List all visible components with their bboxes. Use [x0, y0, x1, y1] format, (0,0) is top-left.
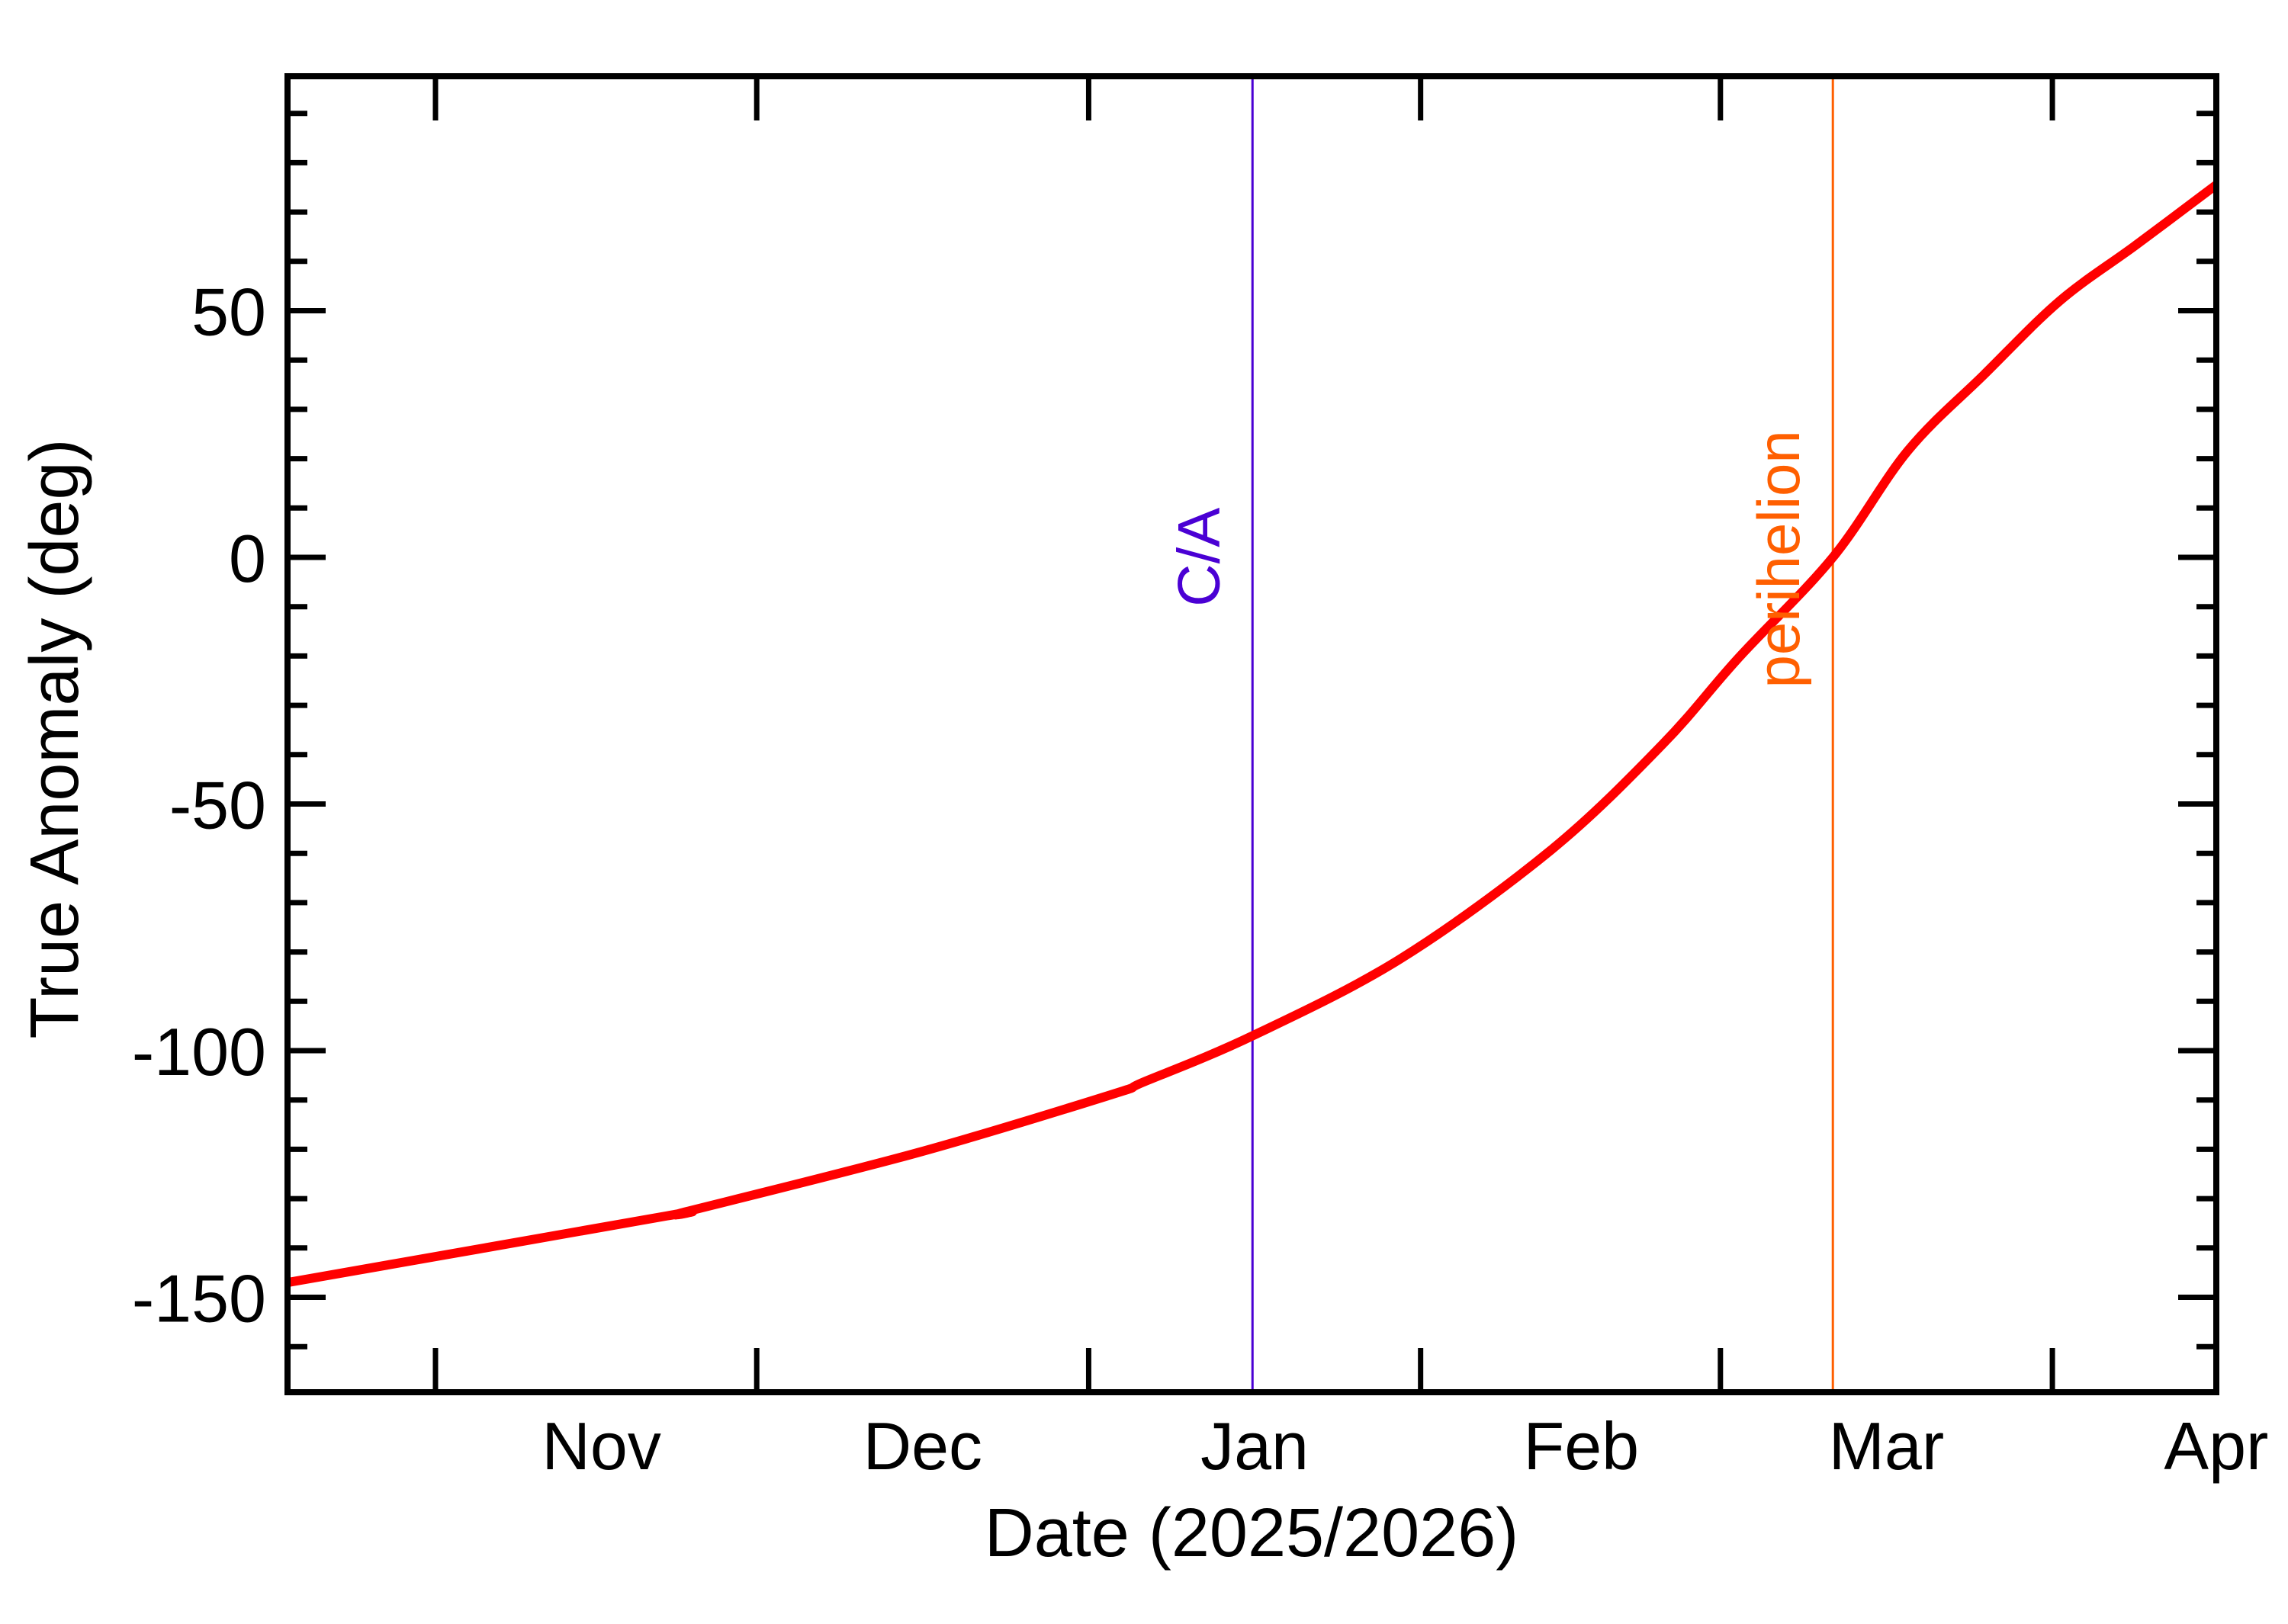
- true-anomaly-curve: [287, 181, 2219, 1287]
- event-label-ca: C/A: [1165, 508, 1232, 607]
- y-tick-label: -50: [169, 768, 266, 843]
- event-marker-labels: C/A perihelion: [1165, 430, 1812, 688]
- x-tick-label: Feb: [1523, 1408, 1639, 1484]
- data-series: [287, 181, 2219, 1287]
- y-tick-label: 50: [191, 274, 266, 350]
- y-tick-label: -100: [132, 1014, 266, 1090]
- plot-frame: [284, 73, 2219, 1395]
- event-markers: [1251, 76, 1834, 1392]
- x-tick-label: Jan: [1200, 1408, 1309, 1484]
- y-tick-label: 0: [229, 521, 266, 596]
- y-tick-label: -150: [132, 1261, 266, 1337]
- x-tick-label: Mar: [1829, 1408, 1945, 1484]
- event-label-perihelion: perihelion: [1745, 430, 1812, 688]
- axis-labels: Date (2025/2026) True Anomaly (deg): [17, 438, 1518, 1571]
- x-tick-label: Dec: [863, 1408, 983, 1484]
- x-axis-title: Date (2025/2026): [985, 1495, 1519, 1571]
- x-tick-label: Nov: [541, 1408, 661, 1484]
- y-axis-title: True Anomaly (deg): [17, 438, 93, 1038]
- plot-axes: Nov Dec Jan Feb Mar Apr 50 0 -50 -100 -150: [132, 73, 2268, 1484]
- x-tick-label: Apr: [2164, 1408, 2268, 1484]
